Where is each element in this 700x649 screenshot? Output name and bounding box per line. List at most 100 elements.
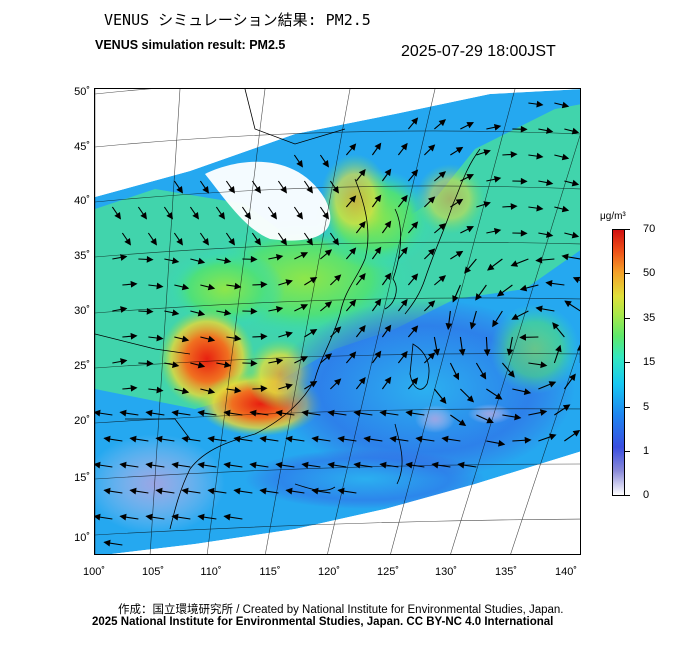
wind-arrow-head [197, 309, 206, 317]
wind-arrow-head [548, 381, 557, 388]
wind-arrow-head [483, 201, 491, 208]
wind-arrow-head [301, 409, 309, 417]
wind-arrow-head [493, 175, 502, 183]
wind-arrow-head [337, 487, 345, 495]
latitude-label: 30˚ [74, 305, 90, 317]
wind-arrow-head [259, 435, 267, 443]
wind-arrow-head [571, 179, 580, 187]
wind-arrow-head [379, 409, 387, 417]
wind-arrow-head [176, 186, 183, 194]
wind-arrow-head [349, 351, 357, 359]
latitude-label: 35˚ [74, 250, 90, 262]
wind-arrow-head [181, 487, 189, 495]
wind-arrow-head [552, 322, 560, 330]
wind-arrow-head [207, 435, 215, 443]
wind-arrow-head [260, 281, 268, 288]
colorbar-tick-label: 1 [643, 445, 650, 457]
wind-arrow-head [197, 461, 205, 469]
wind-arrow-head [296, 212, 303, 220]
wind-arrow-head [452, 295, 459, 303]
wind-arrow-head [285, 435, 293, 443]
wind-arrow-head [571, 127, 580, 135]
wind-arrow-head [228, 186, 235, 194]
wind-arrow-head [492, 319, 499, 328]
wind-arrow-head [405, 409, 413, 417]
wind-arrow-head [497, 439, 506, 447]
wind-arrow-head [155, 487, 163, 495]
colorbar-tick-mark [625, 495, 630, 496]
longitude-label: 100˚ [82, 566, 106, 578]
pm25-field [95, 89, 580, 554]
wind-arrow-head [285, 331, 293, 338]
wind-arrow-head [197, 361, 206, 369]
colorbar-tick-mark [625, 451, 630, 452]
wind-arrow-head [428, 196, 436, 204]
colorbar-tick-label: 15 [643, 356, 656, 368]
wind-arrow-head [487, 263, 495, 271]
wind-arrow-head [353, 461, 361, 469]
wind-arrow-head [561, 253, 569, 261]
wind-arrow-head [119, 461, 127, 469]
wind-arrow-head [249, 409, 257, 417]
coastlines [95, 89, 481, 530]
wind-arrow-head [103, 487, 111, 495]
wind-arrow-head [124, 238, 131, 246]
wind-arrow-head [259, 487, 267, 495]
wind-arrow-head [349, 247, 357, 255]
wind-arrow-head [405, 461, 413, 469]
wind-arrow-head [166, 212, 173, 220]
latitude-label: 15˚ [74, 472, 90, 484]
wind-arrow-head [523, 388, 532, 395]
wind-arrow-head [519, 333, 527, 341]
wind-arrow-head [202, 238, 209, 246]
wind-vectors [95, 100, 580, 547]
wind-arrow-head [192, 212, 199, 220]
wind-arrow-head [411, 221, 419, 229]
wind-arrow-head [358, 324, 366, 333]
wind-arrow-head [466, 122, 474, 129]
latitude-label: 20˚ [74, 415, 90, 427]
wind-arrow-head [250, 307, 258, 315]
wind-arrow-head [280, 238, 287, 246]
wind-arrow-head [572, 276, 580, 284]
wind-arrow-head [545, 280, 553, 287]
wind-arrow-head [546, 179, 554, 186]
forecast-timestamp: 2025-07-29 18:00JST [401, 43, 556, 60]
wind-arrow-head [224, 361, 232, 368]
colorbar [612, 229, 625, 496]
wind-arrow-head [536, 204, 544, 212]
credit-license: 2025 National Institute for Environmenta… [92, 616, 554, 628]
colorbar-tick-label: 35 [643, 312, 656, 324]
wind-arrow-head [260, 333, 268, 340]
wind-arrow-head [374, 350, 382, 359]
wind-arrow-head [400, 194, 408, 203]
wind-arrow-head [438, 223, 447, 231]
wind-arrow-head [155, 435, 163, 443]
wind-arrow-head [129, 487, 137, 495]
wind-arrow-head [379, 461, 387, 469]
wind-arrow-head [374, 298, 382, 307]
wind-arrow-head [486, 417, 494, 424]
colorbar-tick-mark [625, 362, 630, 363]
wind-arrow-head [349, 299, 357, 307]
wind-arrow-head [224, 257, 232, 264]
wind-arrow-head [475, 293, 482, 301]
wind-arrow-head [250, 255, 258, 263]
wind-arrow-head [114, 212, 121, 220]
wind-arrow-head [536, 100, 544, 108]
wind-arrow-head [103, 539, 111, 547]
wind-arrow-head [234, 386, 242, 394]
wind-arrow-head [327, 461, 335, 469]
wind-arrow-head [327, 409, 335, 417]
wind-arrow-head [428, 248, 436, 256]
wind-arrow-head [306, 186, 313, 194]
longitude-label: 105˚ [141, 566, 165, 578]
latitude-label: 10˚ [74, 532, 90, 544]
wind-arrow-head [455, 146, 464, 154]
wind-arrow-head [349, 143, 357, 151]
colorbar-tick-mark [625, 229, 630, 230]
graticule [95, 89, 580, 554]
wind-arrow-head [363, 435, 371, 443]
wind-arrow-head [223, 513, 231, 521]
wind-arrow-head [540, 361, 548, 369]
